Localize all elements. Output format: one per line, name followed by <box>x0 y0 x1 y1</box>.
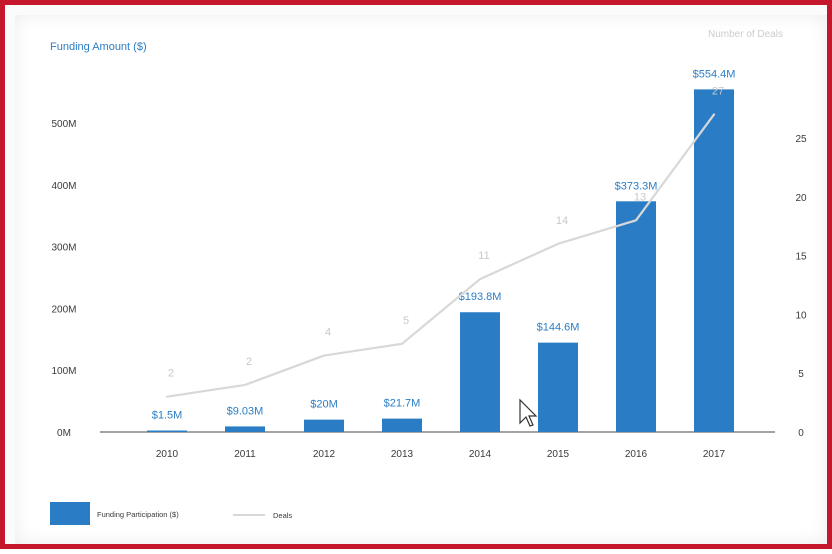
mouse-pointer-icon <box>519 398 538 427</box>
left-axis-tick-label: 200M <box>51 304 76 315</box>
x-axis-tick-label: 2015 <box>547 449 570 460</box>
deals-value-label: 14 <box>556 215 568 227</box>
bar-value-label: $21.7M <box>384 398 421 410</box>
x-axis-tick-label: 2016 <box>625 449 648 460</box>
deals-value-label: 4 <box>325 327 331 339</box>
funding-bar <box>616 201 656 432</box>
deals-value-label: 13 <box>634 191 646 203</box>
chart-title: Funding Amount ($) <box>50 41 147 53</box>
bar-value-label: $9.03M <box>227 405 264 417</box>
bar-value-label: $20M <box>310 399 338 411</box>
chart-panel <box>15 15 827 544</box>
funding-bar <box>147 430 187 432</box>
legend-bar-label: Funding Participation ($) <box>97 510 179 519</box>
funding-bar <box>538 342 578 432</box>
right-axis-tick-label: 0 <box>798 428 804 439</box>
x-axis-tick-label: 2017 <box>703 449 726 460</box>
funding-bar <box>304 419 344 432</box>
deals-value-label: 2 <box>168 368 174 380</box>
bar-value-label: $1.5M <box>152 410 183 422</box>
left-axis-tick-label: 300M <box>51 243 76 254</box>
right-axis-tick-label: 20 <box>795 193 807 204</box>
bar-value-label: $554.4M <box>693 68 736 80</box>
x-axis-tick-label: 2011 <box>234 449 256 460</box>
funding-bar <box>382 418 422 432</box>
x-axis-tick-label: 2013 <box>391 449 414 460</box>
right-axis-tick-label: 25 <box>795 134 807 145</box>
funding-bar <box>225 426 265 432</box>
funding-bar <box>694 89 734 432</box>
bar-value-label: $193.8M <box>459 291 502 303</box>
x-axis-tick-label: 2014 <box>469 449 492 460</box>
bar-value-label: $144.6M <box>537 322 580 334</box>
left-axis-tick-label: 500M <box>51 119 76 130</box>
x-axis-tick-label: 2012 <box>313 449 336 460</box>
x-axis-tick-label: 2010 <box>156 449 179 460</box>
deals-value-label: 2 <box>246 356 252 368</box>
left-axis-tick-label: 400M <box>51 181 76 192</box>
funding-chart: Funding Amount ($) Number of Deals 0M 100M 2… <box>50 29 807 525</box>
right-axis-title: Number of Deals <box>708 29 783 40</box>
funding-bar <box>460 312 500 432</box>
legend-bar-swatch <box>50 502 90 525</box>
deals-value-label: 27 <box>712 85 724 97</box>
bar-value-label: $373.3M <box>615 180 658 192</box>
left-axis-tick-label: 0M <box>57 428 71 439</box>
right-axis-tick-label: 5 <box>798 369 804 380</box>
legend-line-label: Deals <box>273 511 292 520</box>
right-axis-tick-label: 15 <box>795 252 807 263</box>
deals-value-label: 11 <box>478 250 489 262</box>
deals-value-label: 5 <box>403 315 409 327</box>
right-axis-tick-label: 10 <box>795 310 807 321</box>
deals-line <box>165 113 716 398</box>
left-axis-tick-label: 100M <box>51 366 76 377</box>
